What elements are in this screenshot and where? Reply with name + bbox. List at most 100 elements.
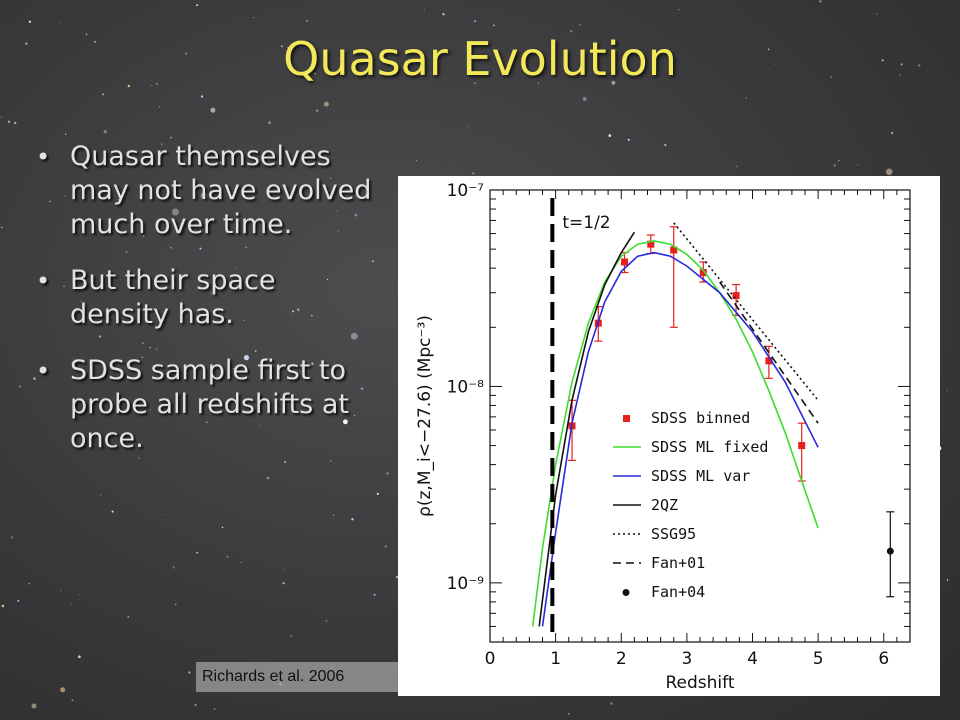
star bbox=[63, 285, 65, 287]
star bbox=[857, 164, 859, 166]
star bbox=[100, 494, 102, 496]
star bbox=[14, 121, 17, 125]
star bbox=[0, 116, 3, 118]
star bbox=[156, 82, 158, 85]
star bbox=[71, 603, 72, 605]
star bbox=[100, 290, 102, 293]
star bbox=[243, 355, 250, 361]
series-line-2qz bbox=[538, 231, 636, 627]
x-tick-label: 5 bbox=[813, 649, 824, 669]
star bbox=[103, 130, 107, 134]
star bbox=[19, 385, 22, 388]
legend-label: SDSS binned bbox=[651, 409, 750, 427]
star bbox=[171, 208, 179, 216]
star bbox=[117, 198, 120, 201]
data-point bbox=[621, 258, 629, 266]
bullet-text-3: SDSS sample first to probe all redshifts… bbox=[70, 355, 349, 454]
legend-label: Fan+01 bbox=[651, 554, 705, 572]
data-point bbox=[886, 547, 894, 555]
star bbox=[226, 555, 229, 558]
star bbox=[608, 134, 612, 137]
bullet-item-1: • Quasar themselves may not have evolved … bbox=[36, 140, 376, 242]
star bbox=[316, 109, 319, 112]
star bbox=[33, 377, 36, 380]
star bbox=[210, 292, 212, 295]
star bbox=[774, 64, 775, 65]
star bbox=[253, 17, 255, 19]
x-tick-label: 0 bbox=[485, 649, 496, 669]
legend-label: SDSS ML fixed bbox=[651, 438, 768, 456]
x-axis-label: Redshift bbox=[665, 673, 734, 693]
star bbox=[60, 589, 62, 592]
star bbox=[194, 703, 197, 706]
star bbox=[360, 387, 364, 390]
star bbox=[819, 0, 822, 3]
star bbox=[611, 80, 616, 85]
legend-label: Fan+04 bbox=[651, 583, 705, 601]
x-tick-label: 2 bbox=[616, 649, 627, 669]
citation: Richards et al. 2006 bbox=[202, 668, 345, 685]
star bbox=[314, 72, 316, 75]
star bbox=[306, 20, 308, 22]
star bbox=[297, 308, 300, 311]
star bbox=[213, 708, 216, 710]
star bbox=[282, 582, 285, 585]
star bbox=[898, 74, 901, 77]
star bbox=[900, 63, 903, 66]
citation-backdrop bbox=[196, 662, 406, 692]
star bbox=[472, 172, 475, 175]
star bbox=[151, 84, 153, 86]
star bbox=[80, 300, 82, 302]
bullet-item-3: • SDSS sample first to probe all redshift… bbox=[36, 354, 376, 456]
star bbox=[610, 702, 613, 705]
star bbox=[170, 247, 172, 249]
star bbox=[579, 23, 582, 26]
legend-marker bbox=[623, 415, 630, 422]
star bbox=[94, 40, 97, 43]
star bbox=[330, 177, 332, 180]
star bbox=[290, 634, 293, 637]
star bbox=[537, 82, 540, 84]
star bbox=[338, 230, 340, 232]
star bbox=[49, 200, 51, 203]
bullet-list: • Quasar themselves may not have evolved … bbox=[36, 140, 376, 478]
slide-title: Quasar Evolution bbox=[283, 32, 677, 86]
star bbox=[946, 390, 948, 392]
star bbox=[368, 62, 370, 64]
star bbox=[330, 460, 332, 462]
star bbox=[172, 566, 175, 569]
star bbox=[82, 289, 84, 291]
star bbox=[838, 160, 840, 162]
star bbox=[141, 342, 144, 345]
legend-marker bbox=[622, 589, 630, 596]
star bbox=[336, 210, 338, 212]
star bbox=[60, 687, 66, 693]
data-point bbox=[670, 246, 678, 254]
star bbox=[127, 84, 130, 88]
star bbox=[28, 582, 31, 585]
star bbox=[664, 143, 667, 147]
star bbox=[240, 561, 242, 564]
series-line-sdss-ml-var bbox=[541, 251, 819, 627]
legend-label: 2QZ bbox=[651, 496, 678, 514]
bullet-item-2: • But their space density has. bbox=[36, 264, 376, 332]
star bbox=[64, 133, 67, 135]
star bbox=[343, 419, 348, 425]
series-line-ssg95 bbox=[673, 222, 819, 401]
star bbox=[424, 9, 425, 11]
star bbox=[159, 106, 161, 108]
star bbox=[386, 472, 389, 475]
star bbox=[311, 314, 313, 317]
x-tick-label: 3 bbox=[681, 649, 692, 669]
star bbox=[165, 514, 167, 516]
star bbox=[210, 107, 216, 113]
star bbox=[918, 64, 921, 67]
star bbox=[64, 195, 66, 197]
star bbox=[745, 97, 747, 99]
star bbox=[200, 192, 208, 200]
star bbox=[767, 48, 770, 51]
bullet-text-2: But their space density has. bbox=[70, 265, 276, 330]
star bbox=[143, 235, 145, 237]
star bbox=[323, 101, 329, 107]
star bbox=[127, 615, 130, 618]
